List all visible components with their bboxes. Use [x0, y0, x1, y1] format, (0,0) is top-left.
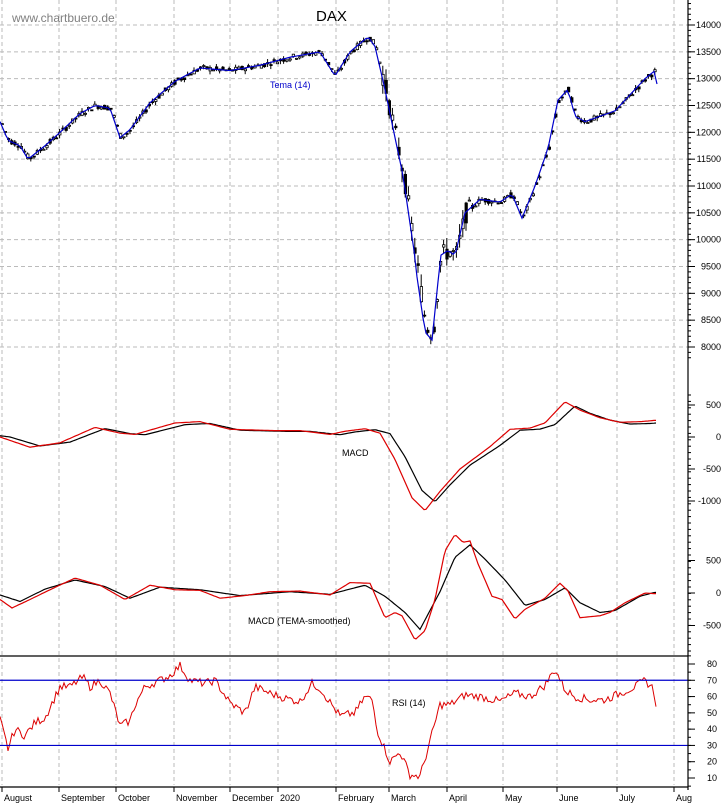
macd-label: MACD: [342, 448, 369, 458]
chart-title: DAX: [316, 8, 347, 25]
month-label: March: [391, 793, 416, 803]
rsi-label: RSI (14): [392, 698, 426, 708]
month-label: October: [118, 793, 150, 803]
price-tick-label: 8500: [701, 315, 721, 325]
month-label: February: [338, 793, 375, 803]
gridlines: [0, 0, 688, 785]
month-label: June: [559, 793, 579, 803]
macd-line: [0, 401, 656, 511]
rsi-tick-label: 30: [707, 740, 717, 750]
price-tick-label: 14000: [696, 20, 721, 30]
month-label: May: [505, 793, 523, 803]
rsi-tick-label: 80: [707, 659, 717, 669]
x-axis-month-labels: August September October November December 20…: [4, 793, 692, 803]
tema-label: Tema (14): [270, 80, 311, 90]
month-label: 2020: [280, 793, 300, 803]
macd-tick-label: 500: [706, 400, 721, 410]
price-tick-label: 10500: [696, 208, 721, 218]
y-axis-labels: 1400013500130001250012000115001100010500…: [696, 20, 721, 783]
month-label: Aug: [676, 793, 692, 803]
price-tick-label: 9000: [701, 288, 721, 298]
price-tick-label: 12000: [696, 127, 721, 137]
month-label: December: [232, 793, 274, 803]
price-tick-label: 10000: [696, 235, 721, 245]
price-candles: [0, 36, 657, 345]
month-label: August: [4, 793, 33, 803]
price-tick-label: 11500: [697, 154, 721, 164]
macd-tema-label: MACD (TEMA-smoothed): [248, 616, 351, 626]
month-label: April: [449, 793, 467, 803]
price-tick-label: 13500: [696, 47, 721, 57]
month-label: July: [619, 793, 636, 803]
macd2-tick-label: 500: [706, 556, 721, 566]
tema-line: [0, 37, 658, 342]
macd-tick-label: -1000: [698, 496, 721, 506]
price-tick-label: 9500: [701, 262, 721, 272]
rsi-tick-label: 20: [707, 757, 717, 767]
price-tick-label: 8000: [701, 342, 721, 352]
rsi-tick-label: 10: [707, 773, 717, 783]
indicator-lines: [0, 37, 658, 781]
macd2-line: [0, 534, 656, 640]
month-label: September: [61, 793, 105, 803]
price-tick-label: 12500: [696, 101, 721, 111]
month-label: November: [176, 793, 218, 803]
rsi-tick-label: 70: [707, 675, 717, 685]
axis-ticks: [1, 3, 695, 792]
rsi-tick-label: 40: [707, 724, 717, 734]
rsi-tick-label: 50: [707, 708, 717, 718]
macd-tick-label: 0: [716, 432, 721, 442]
price-tick-label: 13000: [696, 74, 721, 84]
macd2-tick-label: 0: [716, 588, 721, 598]
macd-tick-label: -500: [703, 464, 721, 474]
price-tick-label: 11000: [697, 181, 721, 191]
rsi-tick-label: 60: [707, 692, 717, 702]
macd-signal-line: [0, 405, 657, 502]
watermark: www.chartbuero.de: [11, 11, 115, 25]
macd2-tick-label: -500: [703, 621, 721, 631]
rsi-line: [0, 661, 657, 781]
